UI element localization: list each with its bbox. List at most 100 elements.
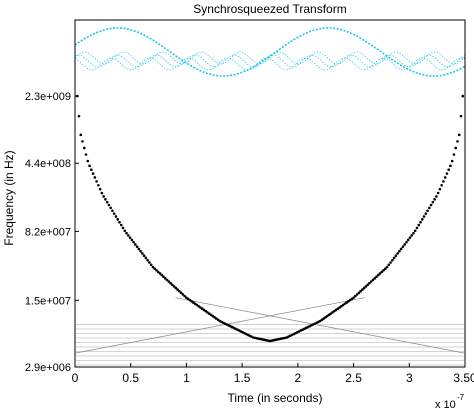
ridge-point <box>429 203 433 207</box>
y-tick-label: 1.5e+007 <box>25 295 71 307</box>
ridge-point <box>160 273 164 277</box>
ridge-point <box>355 293 359 296</box>
ridge-point <box>440 183 443 187</box>
ridge-point <box>148 261 151 264</box>
ridge-point <box>408 236 412 239</box>
ridge-point <box>93 176 97 179</box>
ridge-point <box>428 206 431 210</box>
ridge-point <box>405 240 408 244</box>
ridge-point <box>445 172 449 175</box>
ridge-point <box>420 218 424 221</box>
x-exponent-power: -7 <box>457 393 465 402</box>
ridge-point <box>176 288 179 291</box>
ridge-point <box>134 243 137 246</box>
ridge-point <box>406 238 410 242</box>
ridge-point <box>391 258 394 262</box>
ridge-point <box>442 180 445 183</box>
high-band-wave <box>74 57 466 71</box>
ridge-point <box>130 238 134 242</box>
x-tick-label: 0 <box>72 371 79 385</box>
ridge-point <box>149 263 153 267</box>
crossing-line-right <box>75 297 365 354</box>
ridge-point <box>135 245 139 248</box>
ridge-point <box>422 215 426 218</box>
ridge-point <box>413 229 417 233</box>
ridge-point <box>449 164 452 168</box>
ridge-point <box>142 254 146 258</box>
ridge-point <box>394 254 398 258</box>
axes-frame <box>74 19 466 368</box>
ridge-point <box>183 294 186 298</box>
ridge-point <box>419 220 422 224</box>
x-tick-label: 1 <box>183 371 190 385</box>
ridge-point <box>81 140 84 143</box>
ridge-point <box>179 291 183 295</box>
ridge-point <box>105 200 109 204</box>
y-tick-label: 4.4e+008 <box>25 158 71 170</box>
ridge-point <box>162 275 165 279</box>
ridge-point <box>165 278 169 282</box>
ridge-point <box>368 281 371 285</box>
chart-title: Synchrosqueezed Transform <box>193 2 346 16</box>
ridge-point <box>163 277 167 280</box>
ridge-point <box>82 146 86 150</box>
ridge-point <box>376 273 380 277</box>
ridge-point <box>389 261 392 264</box>
ridge-point <box>109 206 112 210</box>
ridge-point <box>401 245 405 248</box>
high-band-wave <box>74 51 466 65</box>
ridge-point <box>84 153 88 156</box>
ridge-point <box>114 215 118 218</box>
ridge-point <box>384 267 387 270</box>
ridge-point <box>77 114 81 118</box>
y-tick-label: 2.9e+006 <box>25 362 71 374</box>
ridge-point <box>375 275 378 279</box>
ridge-point <box>91 172 95 175</box>
ridge-point <box>153 267 156 270</box>
x-axis-label: Time (in seconds) <box>228 391 323 405</box>
plot-area: 0 0.5 1 1.5 2 2.5 3 3.50 2.9e+006 1.5e+007 8.2e+00… <box>25 19 474 385</box>
crossing-line-left <box>175 297 465 354</box>
ridge-point <box>174 286 178 290</box>
ridge-point <box>86 159 90 163</box>
ridge-point <box>151 265 155 269</box>
high-band-wave <box>74 54 466 68</box>
ridge-point <box>380 270 384 274</box>
y-axis-label: Frequency (in Hz) <box>2 150 16 245</box>
ridge-point <box>170 283 174 287</box>
ridge-point <box>107 203 111 207</box>
ridge-point <box>417 223 421 227</box>
ridge-point <box>178 289 181 293</box>
ridge-point <box>373 277 377 280</box>
ridge-point <box>156 270 160 274</box>
ridge-point <box>112 212 116 215</box>
ridge-point <box>155 268 158 272</box>
ridge-point <box>457 133 461 137</box>
ridge-point <box>90 168 93 172</box>
ridge-point <box>111 209 114 213</box>
ridge-point <box>461 94 465 98</box>
x-tick-label: 3 <box>406 371 413 385</box>
ridge-point <box>126 234 130 237</box>
ridge-point <box>412 231 415 235</box>
ridge-point <box>392 256 396 260</box>
ridge-point <box>123 229 127 233</box>
ridge-point <box>438 187 442 191</box>
ridge-point <box>371 278 375 282</box>
ridge-point <box>369 280 373 283</box>
ridge-point <box>433 198 436 201</box>
ridge-point <box>98 187 102 191</box>
ridge-point <box>426 209 429 213</box>
ridge-point <box>424 212 428 215</box>
ridge-point <box>410 234 414 237</box>
ridge-point <box>359 289 362 293</box>
y-tick-label: 8.2e+007 <box>25 226 71 238</box>
ridge-point <box>95 180 98 183</box>
ridge-point <box>104 198 107 201</box>
ridge-point <box>352 296 355 299</box>
ridge-point <box>158 272 162 275</box>
ridge-point <box>396 252 399 255</box>
ridge-point <box>121 226 125 230</box>
ridge-point <box>385 265 389 269</box>
